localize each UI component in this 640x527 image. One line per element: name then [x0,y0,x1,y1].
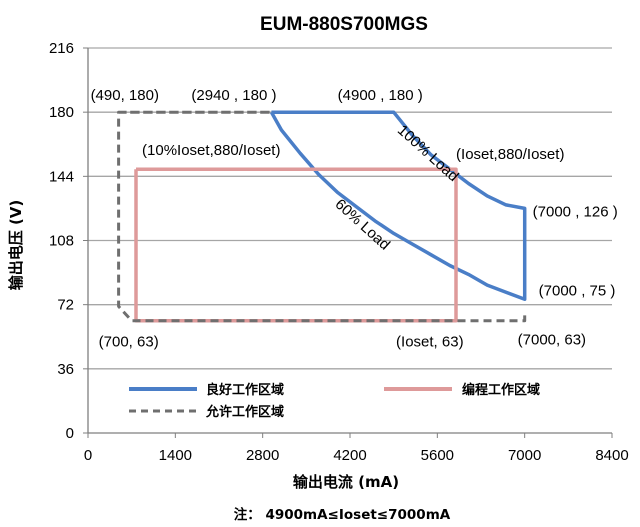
y-tick-label: 144 [49,168,74,185]
y-tick-label: 0 [66,425,74,442]
x-tick-label: 4200 [333,447,366,464]
x-tick-label: 8400 [595,447,628,464]
series-layer [117,110,527,323]
annotation-label: (Ioset,880/Ioset) [456,146,564,163]
y-tick-label: 108 [49,233,74,250]
annotation-label: (490, 180) [91,87,159,104]
annotation-label: (7000 , 75 ) [539,282,616,299]
x-axis-label: 输出电流 (mA) [293,473,399,491]
x-tick-label: 1400 [159,447,192,464]
x-tick-label: 0 [84,447,92,464]
y-axis-label: 输出电压 (V) [7,200,25,291]
good-work-area-line [269,110,527,302]
y-tick-label: 72 [57,297,74,314]
y-tick-label: 180 [49,104,74,121]
annotation-label: 100% Load [394,122,462,185]
annotation-label: (10%Ioset,880/Ioset) [142,142,280,159]
annotation-label: 60% Load [332,196,394,254]
tick-labels: 0 36 72 108 144 180 216 0 1400 2800 4200 5600 7000 84… [49,40,629,464]
annotation-label: (2940 , 180 ) [191,87,276,104]
x-tick-label: 2800 [246,447,279,464]
annotation-layer: (490, 180) (2940 , 180 ) (4900 , 180 ) (10%… [91,87,618,351]
axes [83,47,613,438]
legend: 良好工作区域 编程工作区域 允许工作区域 [129,382,540,420]
footnote: 注： 4900mA≤Ioset≤7000mA [234,506,451,523]
y-tick-label: 36 [57,361,74,378]
legend-label-good: 良好工作区域 [206,382,284,398]
chart-title: EUM-880S700MGS [260,14,428,35]
annotation-label: (700, 63) [99,334,159,351]
allowed-work-area-line [117,110,527,323]
annotation-label: (7000 , 126 ) [533,203,618,220]
program-work-area-line [134,167,458,323]
legend-label-program: 编程工作区域 [462,382,540,398]
annotation-label: (4900 , 180 ) [338,87,423,104]
annotation-label: (Ioset, 63) [396,334,464,351]
legend-label-allowed: 允许工作区域 [205,404,284,420]
annotation-label: (7000, 63) [518,332,586,349]
x-tick-label: 5600 [421,447,454,464]
y-tick-label: 216 [49,40,74,57]
x-tick-label: 7000 [508,447,541,464]
